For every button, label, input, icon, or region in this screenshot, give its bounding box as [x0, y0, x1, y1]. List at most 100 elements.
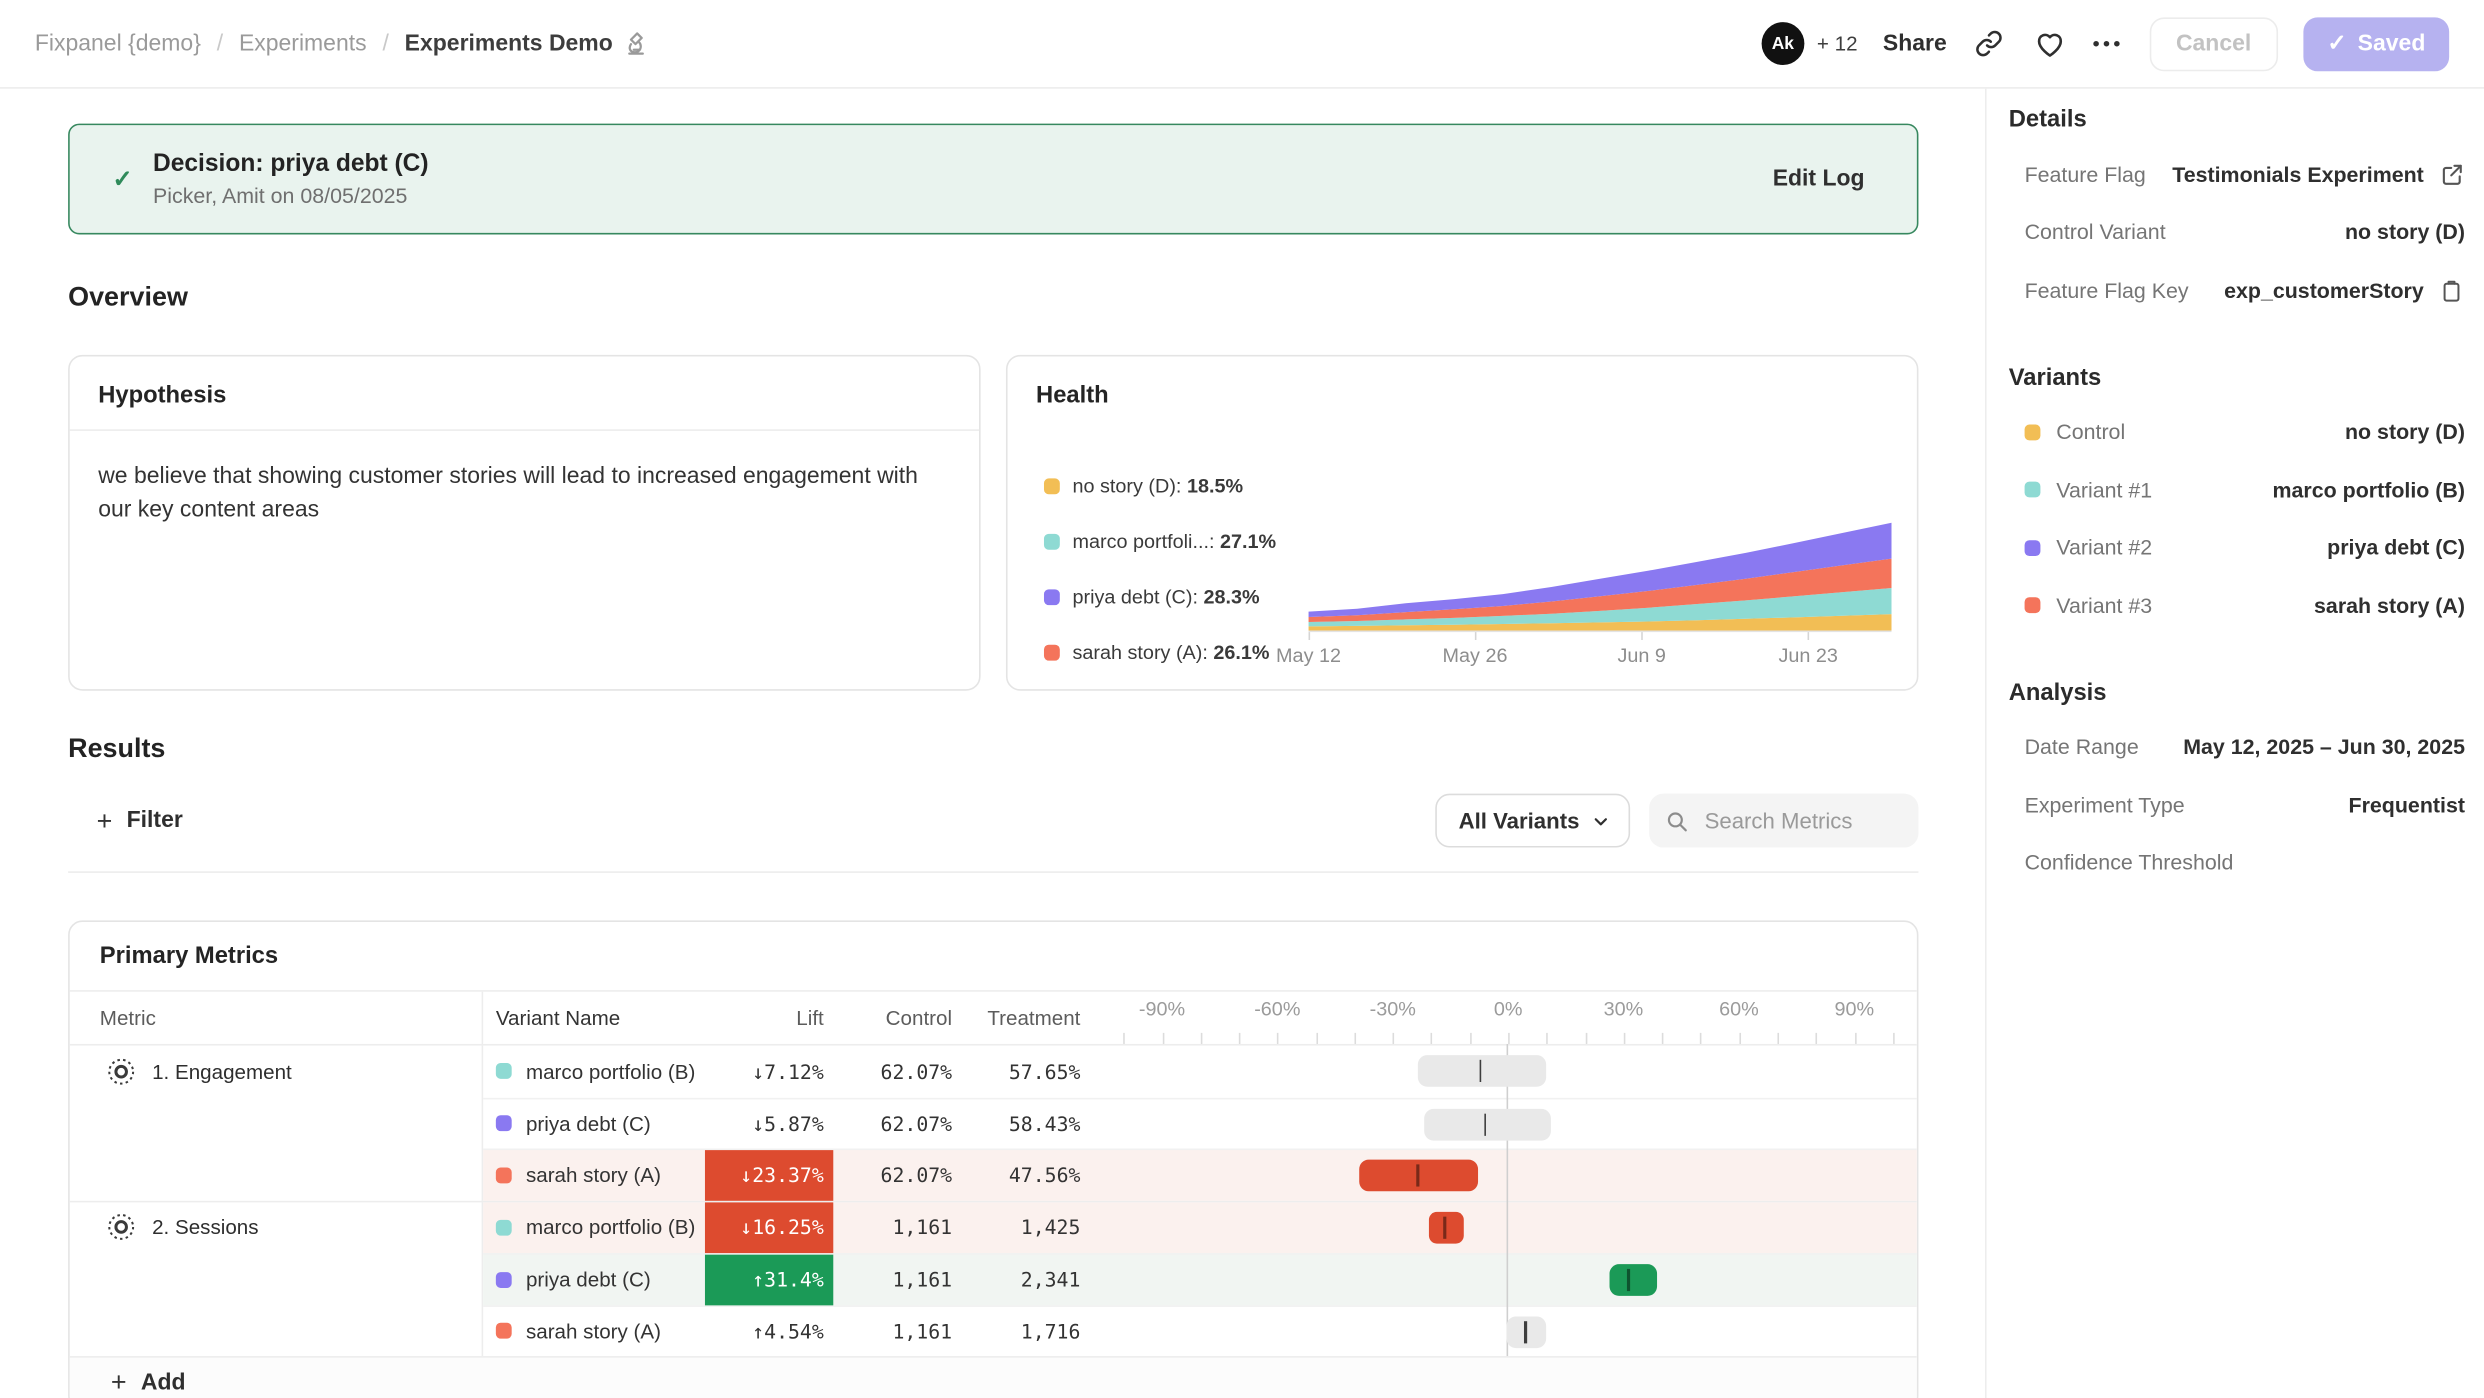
x-axis-label: Jun 23 [1778, 645, 1837, 667]
health-legend-item: no story (D): 18.5% [1044, 458, 1276, 513]
legend-value: 28.3% [1203, 585, 1259, 607]
search-metrics-input[interactable] [1701, 806, 1883, 835]
sidebar-row-value[interactable]: exp_customerStory [2189, 278, 2424, 302]
breadcrumb-experiments[interactable]: Experiments [239, 31, 367, 56]
metric-name: 2. Sessions [152, 1215, 258, 1239]
axis-tick [1816, 1033, 1818, 1044]
sidebar-row-value: no story (D) [2125, 420, 2465, 444]
lift-value: ↑4.54% [705, 1306, 833, 1356]
sidebar-row: Variant #3sarah story (A) [2006, 577, 2465, 635]
health-legend-item: priya debt (C): 28.3% [1044, 569, 1276, 624]
column-header-control: Control [833, 992, 960, 1044]
x-axis-label: Jun 9 [1617, 645, 1665, 667]
treatment-value: 57.65% [960, 1046, 1088, 1097]
variant-name: marco portfolio (B) [526, 1059, 695, 1083]
sidebar-row-label: Date Range [2025, 735, 2139, 759]
sidebar-section-analysis: AnalysisDate RangeMay 12, 2025 – Jun 30,… [2006, 679, 2465, 892]
lift-value: ↓23.37% [705, 1150, 833, 1200]
legend-value: 18.5% [1187, 474, 1243, 496]
edit-log-button[interactable]: Edit Log [1773, 166, 1865, 191]
variant-name: priya debt (C) [526, 1268, 651, 1292]
confidence-interval-bar [1418, 1055, 1546, 1087]
variant-swatch [496, 1272, 512, 1288]
axis-tick [1893, 1033, 1895, 1044]
cancel-button[interactable]: Cancel [2149, 17, 2278, 71]
ci-median-line [1417, 1164, 1419, 1186]
sidebar-section-variants: VariantsControlno story (D)Variant #1mar… [2006, 364, 2465, 635]
share-button[interactable]: Share [1883, 31, 1947, 56]
breadcrumb: Fixpanel {demo} / Experiments / Experime… [35, 29, 651, 58]
legend-label: marco portfoli...: 27.1% [1072, 530, 1276, 552]
sidebar-row: Confidence Threshold [2006, 834, 2465, 892]
breadcrumb-project[interactable]: Fixpanel {demo} [35, 31, 201, 56]
confidence-interval-bar [1609, 1264, 1657, 1296]
sidebar-row: Controlno story (D) [2006, 403, 2465, 461]
hypothesis-card: Hypothesis we believe that showing custo… [68, 355, 980, 691]
axis-tick-label: -30% [1370, 998, 1416, 1020]
x-axis-tick [1475, 632, 1477, 640]
copy-link-icon[interactable] [1972, 26, 2007, 61]
sidebar-row-label: Experiment Type [2025, 793, 2185, 817]
axis-tick [1470, 1033, 1472, 1044]
axis-tick [1354, 1033, 1356, 1044]
axis-tick [1316, 1033, 1318, 1044]
variants-dropdown[interactable]: All Variants [1435, 794, 1630, 848]
avatar[interactable]: Ak [1761, 22, 1804, 65]
metric-variant-row: marco portfolio (B)↓7.12%62.07%57.65% [483, 1046, 1917, 1097]
plus-icon: + [111, 1369, 127, 1396]
x-axis-label: May 12 [1276, 645, 1341, 667]
sidebar-section-title: Details [2006, 106, 2465, 133]
variant-swatch [2025, 424, 2041, 440]
confidence-interval-bar [1360, 1160, 1478, 1192]
sidebar-row-label: Control Variant [2025, 221, 2166, 245]
legend-value: 26.1% [1213, 641, 1269, 663]
sidebar-row-value[interactable]: Testimonials Experiment [2146, 163, 2424, 187]
axis-tick [1585, 1033, 1587, 1044]
microscope-icon [622, 29, 651, 58]
saved-label: Saved [2358, 31, 2426, 56]
results-divider [68, 871, 1918, 873]
top-actions: Ak + 12 Share ••• Cancel ✓ Saved [1761, 17, 2449, 71]
variant-swatch [496, 1219, 512, 1235]
sidebar-row-value: marco portfolio (B) [2152, 478, 2465, 502]
ci-axis-cell [1088, 1150, 1917, 1200]
legend-label: no story (D): 18.5% [1072, 474, 1243, 496]
metric-group: 2. Sessionsmarco portfolio (B)↓16.25%1,1… [70, 1200, 1917, 1356]
saved-button[interactable]: ✓ Saved [2304, 17, 2450, 71]
control-value: 62.07% [833, 1046, 960, 1097]
pm-body: 1. Engagementmarco portfolio (B)↓7.12%62… [70, 1044, 1917, 1356]
axis-tick [1431, 1033, 1433, 1044]
sidebar-row-label: Variant #3 [2025, 594, 2153, 618]
add-metric-button[interactable]: + Add [70, 1356, 1917, 1398]
axis-tick-label: 30% [1604, 998, 1644, 1020]
variant-swatch [496, 1063, 512, 1079]
sidebar-row: Variant #1marco portfolio (B) [2006, 461, 2465, 519]
confidence-interval-bar [1424, 1108, 1551, 1140]
clipboard-icon[interactable] [2438, 277, 2465, 304]
add-label: Add [141, 1370, 186, 1395]
sidebar-row-label: Variant #2 [2025, 536, 2153, 560]
ci-median-line [1627, 1269, 1629, 1291]
sidebar-row-label: Confidence Threshold [2025, 851, 2234, 875]
lift-value: ↓5.87% [705, 1099, 833, 1149]
metric-cell: 2. Sessions [70, 1202, 482, 1356]
axis-tick [1277, 1033, 1279, 1044]
metric-variant-row: priya debt (C)↓5.87%62.07%58.43% [483, 1097, 1917, 1148]
add-filter-button[interactable]: + Filter [68, 794, 183, 848]
axis-tick-label: -60% [1254, 998, 1300, 1020]
sidebar-section-details: DetailsFeature FlagTestimonials Experime… [2006, 106, 2465, 319]
metric-target-icon [106, 1056, 136, 1086]
sidebar-row-value: Frequentist [2185, 793, 2465, 817]
collaborator-count[interactable]: + 12 [1817, 32, 1858, 56]
axis-tick [1508, 1033, 1510, 1044]
axis-tick [1777, 1033, 1779, 1044]
legend-swatch [1044, 644, 1060, 660]
favorite-heart-icon[interactable] [2032, 26, 2067, 61]
health-legend-item: marco portfoli...: 27.1% [1044, 513, 1276, 568]
more-menu-button[interactable]: ••• [2093, 32, 2124, 56]
variant-name: sarah story (A) [526, 1163, 661, 1187]
external-link-icon[interactable] [2438, 161, 2465, 188]
chevron-down-icon [1592, 812, 1609, 829]
decision-title: Decision: priya debt (C) [153, 150, 1773, 179]
axis-tick [1700, 1033, 1702, 1044]
